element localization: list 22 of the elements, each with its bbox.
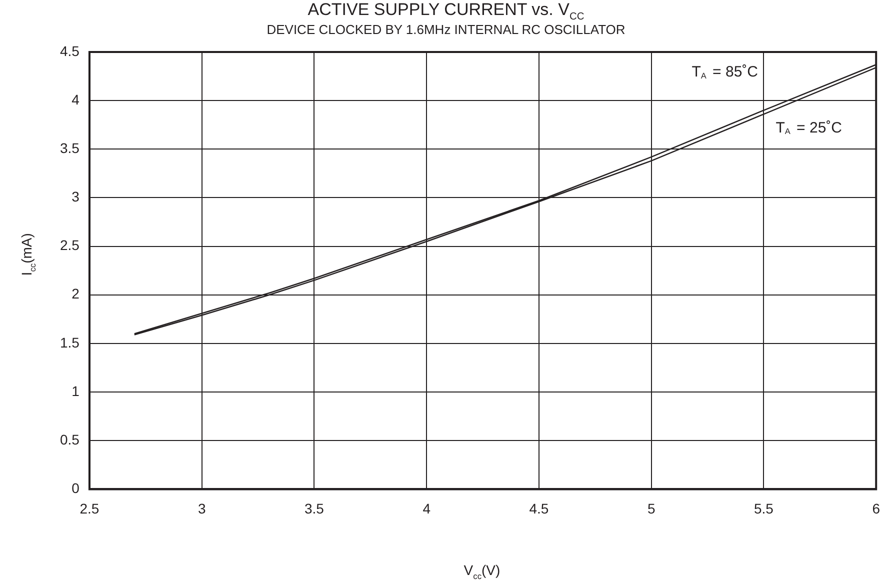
y-tick-label: 3 (72, 188, 80, 205)
y-tick-label: 1.5 (60, 334, 80, 350)
x-tick-label: 6 (872, 500, 880, 516)
x-tick-label: 4 (422, 500, 431, 516)
y-tick-label: 0 (72, 480, 80, 496)
x-tick-label: 4.5 (529, 500, 549, 516)
x-tick-label: 5.5 (754, 500, 774, 516)
series-label: TA = 25˚C (776, 119, 842, 136)
y-tick-label: 4 (72, 91, 80, 108)
y-tick-label: 0.5 (60, 431, 80, 448)
y-tick-label: 2 (72, 286, 80, 302)
x-tick-label: 3 (198, 500, 206, 516)
x-axis-title: V$_{cc}$(V) (462, 562, 502, 581)
chart-title: ACTIVE SUPPLY CURRENT vs. V$_{CC}$ (308, 0, 584, 22)
x-tick-label: 3.5 (304, 500, 324, 516)
x-tick-label: 5 (647, 500, 656, 516)
chart-subtitle: DEVICE CLOCKED BY 1.6MHz INTERNAL RC OSCILLATOR (266, 22, 626, 37)
y-tick-label: 2.5 (60, 237, 80, 254)
y-tick-label: 3.5 (60, 140, 80, 156)
y-tick-label: 4.5 (60, 42, 80, 59)
y-tick-label: 1 (72, 382, 80, 399)
series-label: TA = 85˚C (692, 63, 758, 80)
